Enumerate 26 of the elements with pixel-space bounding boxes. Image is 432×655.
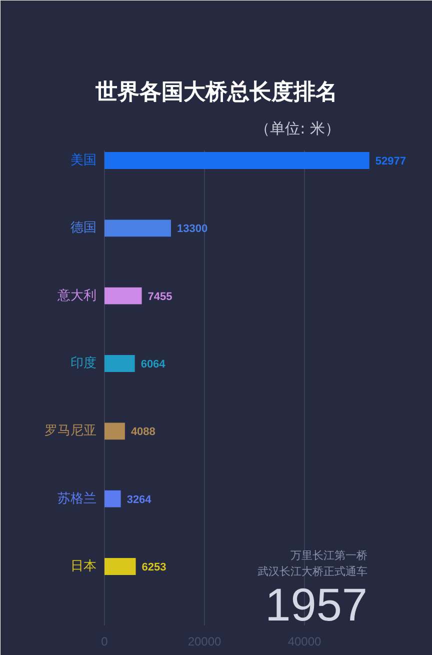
y-tick-label: 美国 (70, 152, 96, 168)
data-label: 7455 (148, 290, 172, 303)
annotation: 万里长江第一桥 (290, 549, 368, 562)
data-label: 6064 (140, 358, 166, 371)
bar (104, 220, 171, 237)
bar (104, 558, 136, 575)
bar (104, 152, 370, 169)
y-tick-label: 罗马尼亚 (44, 424, 96, 439)
chart-subtitle: （单位: 米） (255, 120, 340, 138)
data-label: 52977 (375, 156, 406, 168)
bar (104, 422, 125, 440)
y-tick-label: 苏格兰 (58, 491, 96, 506)
bar (104, 287, 142, 304)
y-tick-label: 德国 (70, 220, 96, 236)
y-tick-label: 印度 (70, 355, 96, 372)
annotation: 1957 (265, 578, 368, 630)
y-tick-label: 日本 (70, 559, 96, 574)
annotation: 武汉长江大桥正式通车 (258, 565, 368, 578)
data-label: 4088 (130, 426, 156, 438)
data-label: 13300 (177, 223, 208, 236)
data-label: 3264 (126, 494, 152, 506)
bar (104, 355, 135, 372)
bar (104, 490, 121, 508)
y-tick-label: 意大利 (56, 288, 96, 304)
chart-title: 世界各国大桥总长度排名 (94, 79, 338, 105)
data-label: 6253 (142, 562, 166, 574)
